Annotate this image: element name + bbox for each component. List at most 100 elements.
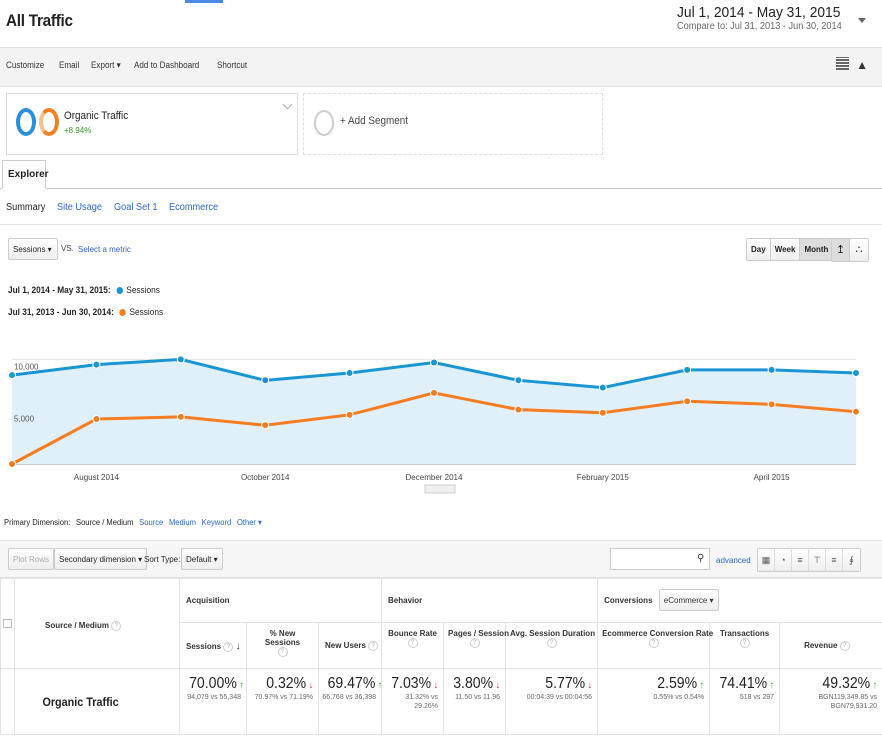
metric-value: 49.32% ↑ [793,675,877,693]
compare-range-label: Compare to: Jul 31, 2013 - Jun 30, 2014 [676,21,842,32]
legend-series-name: Sessions [126,285,160,295]
transactions-column-header[interactable]: Transactions? [709,622,781,669]
chevron-down-icon[interactable] [858,18,866,23]
add-segment-label: + Add Segment [340,115,408,127]
plot-rows-button[interactable]: Plot Rows [8,548,55,570]
motion-chart-icon[interactable]: ∴ [850,239,868,261]
advanced-filter-link[interactable]: advanced [716,556,751,565]
metric-cell: 70.00% ↑ 94,079 vs 55,348 [179,668,247,735]
ecommerce-conversion-rate-column-header[interactable]: Ecommerce Conversion Rate? [597,622,713,669]
subtab-ecommerce[interactable]: Ecommerce [168,202,219,213]
metric-cell: 49.32% ↑ BGN119,349.85 vs BGN79,931.20 [779,668,882,735]
week-button[interactable]: Week [770,239,801,260]
metric-value: 7.03% ↓ [391,675,438,693]
dimension-medium[interactable]: Medium [168,518,196,527]
tab-divider [0,188,882,189]
arrow-up-icon: ↑ [375,680,383,691]
pie-chart-icon[interactable]: ◔ [775,549,792,571]
y-tick-label: 10,000 [14,362,39,371]
tab-explorer[interactable]: Explorer [2,160,49,189]
add-to-dashboard-button[interactable]: Add to Dashboard [134,60,200,70]
avg-session-duration-column-header[interactable]: Avg. Session Duration? [505,622,599,669]
email-button[interactable]: Email [58,60,79,70]
qr-code-icon[interactable] [836,57,849,70]
select-metric-link[interactable]: Select a metric [78,245,131,254]
comparison-icon[interactable]: ⊤ [809,549,826,571]
data-point [261,376,270,385]
metric-value: 74.41% ↑ [720,675,775,693]
sort-type-select[interactable]: Default ▾ [181,548,223,570]
data-point [598,383,607,392]
metric-cell: 2.59% ↑ 0.55% vs 0.54% [597,668,711,735]
data-table-icon[interactable]: ▦ [758,549,775,571]
pivot-icon[interactable]: ∮ [843,549,860,571]
dimension-other[interactable]: Other ▾ [236,518,262,527]
metric-value: 2.59% ↑ [613,675,704,693]
data-point [598,408,607,417]
chart-resize-handle [424,484,456,494]
dimension-header[interactable]: Source / Medium ? [14,578,180,669]
data-point [683,365,692,374]
data-point [176,355,185,364]
goal-option-select[interactable]: eCommerce ▾ [658,589,719,611]
secondary-dimension-select[interactable]: Secondary dimension ▾ [54,548,148,570]
acquisition-group-header: Acquisition [178,578,383,623]
sessions-column-header[interactable]: Sessions ? ↓ [179,622,247,669]
row-label[interactable]: Organic Traffic [14,668,164,735]
metric-cell: 74.41% ↑ 518 vs 297 [709,668,781,735]
month-button[interactable]: Month [800,239,833,260]
dimension-keyword[interactable]: Keyword [201,518,232,527]
data-point [92,415,101,424]
arrow-down-icon: ↓ [493,680,501,691]
data-point [8,371,16,380]
metric-percent: 74.41% [719,675,768,692]
new-sessions-column-header[interactable]: % New Sessions? [246,622,319,669]
dimension-source-medium[interactable]: Source / Medium [76,518,134,527]
metric-percent: 70.00% [189,675,237,692]
term-cloud-icon[interactable]: ≡ [826,549,843,571]
metric-comparison: 518 vs 297 [739,694,775,701]
conversions-group-header: Conversions eCommerce ▾ [597,578,882,623]
metric-value: 69.47% ↑ [327,675,383,693]
line-chart-icon[interactable]: ↥ [832,239,850,261]
metric-percent: 0.32% [266,675,307,692]
period-toggle: Day Week Month [746,238,834,261]
x-tick-label: October 2014 [241,473,290,482]
add-segment-button[interactable] [303,93,603,155]
performance-icon[interactable]: ≡ [792,549,809,571]
subtab-summary[interactable]: Summary [6,202,46,213]
metric-cell: 0.32% ↓ 70.97% vs 71.19% [246,668,319,735]
export-button[interactable]: Export ▾ [91,60,121,70]
legend-series-name: Sessions [129,307,164,317]
x-tick-label: December 2014 [406,473,463,482]
pages-per-session-column-header[interactable]: Pages / Session? [443,622,509,669]
data-point [430,388,438,397]
bounce-rate-column-header[interactable]: Bounce Rate? [381,622,445,669]
explorer-subtabs: Summary Site Usage Goal Set 1 Ecommerce [6,202,222,213]
metric-value: 5.77% ↓ [518,675,592,693]
search-icon[interactable]: ⚲ [697,553,705,564]
help-icon[interactable]: ? [111,621,122,631]
shortcut-button[interactable]: Shortcut [216,60,247,70]
graduation-cap-icon[interactable]: ▲ [856,58,868,72]
table-search-input[interactable] [610,548,710,570]
arrow-up-icon: ↑ [236,680,244,691]
report-table: Source / Medium ? Acquisition Behavior C… [0,578,882,735]
metric-comparison: 31.32% vs 29.26% [405,694,439,710]
metric-percent: 69.47% [327,675,376,692]
subtab-site-usage[interactable]: Site Usage [56,202,102,213]
date-range-picker[interactable]: Jul 1, 2014 - May 31, 2015 Compare to: J… [677,4,856,32]
select-all-checkbox[interactable] [0,578,15,669]
customize-button[interactable]: Customize [6,60,45,70]
dimension-source[interactable]: Source [139,518,164,527]
day-button[interactable]: Day [747,239,771,260]
subtab-goal-set-1[interactable]: Goal Set 1 [113,202,158,213]
metric-comparison: 0.55% vs 0.54% [653,694,705,701]
new-users-column-header[interactable]: New Users ? [317,622,383,669]
metric-select[interactable]: Sessions ▾ [8,238,58,260]
table-row[interactable]: Organic Traffic 70.00% ↑ 94,079 vs 55,348… [0,668,882,735]
data-point [430,358,438,367]
revenue-column-header[interactable]: Revenue ? [779,622,882,669]
table-view-toggle: ▦ ◔ ≡ ⊤ ≡ ∮ [757,548,861,572]
metric-cell: 7.03% ↓ 31.32% vs 29.26% [381,668,445,735]
